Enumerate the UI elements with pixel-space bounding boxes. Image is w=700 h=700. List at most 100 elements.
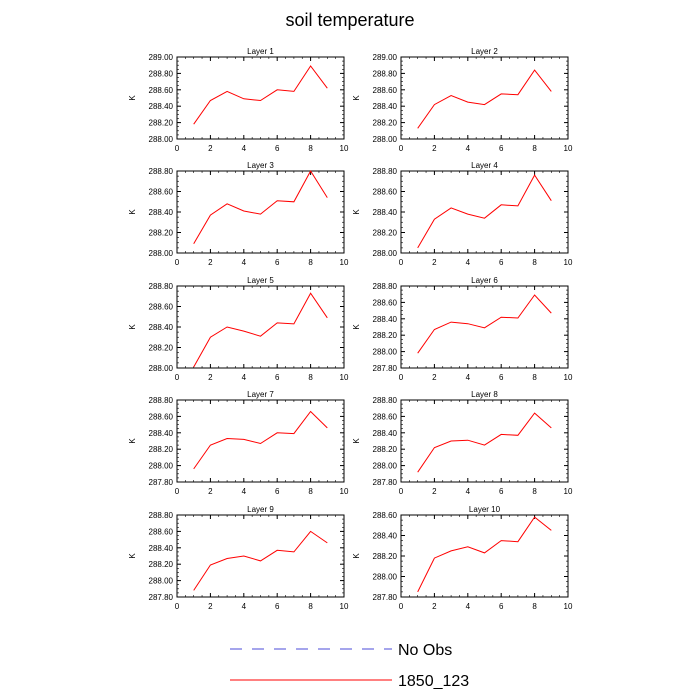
x-tick-label: 2 (432, 144, 437, 153)
y-tick-label: 288.40 (373, 315, 398, 324)
x-tick-label: 8 (308, 487, 313, 496)
y-tick-label: 288.20 (373, 552, 398, 561)
y-tick-label: 288.20 (149, 445, 174, 454)
y-tick-label: 288.00 (149, 135, 174, 144)
x-tick-label: 10 (340, 373, 349, 382)
y-tick-label: 288.20 (149, 229, 174, 238)
x-tick-label: 2 (432, 487, 437, 496)
x-tick-label: 0 (399, 144, 404, 153)
y-axis-label: K (128, 438, 137, 444)
y-tick-label: 288.80 (373, 282, 398, 291)
chart-panel-layer-6: Layer 6 K 0 2 4 6 8 10 287.80 288.00 288.20 288.40 2… (352, 276, 573, 382)
x-tick-label: 4 (466, 144, 471, 153)
panel-title: Layer 9 (247, 505, 274, 514)
y-tick-label: 288.20 (149, 119, 174, 128)
series-line-1850_123 (193, 530, 328, 591)
legend: No Obs 1850_123 (230, 642, 469, 690)
y-tick-label: 288.20 (149, 344, 174, 353)
x-tick-label: 2 (432, 602, 437, 611)
y-tick-label: 287.80 (373, 364, 398, 373)
y-tick-label: 288.20 (373, 331, 398, 340)
y-tick-label: 288.20 (149, 560, 174, 569)
y-tick-label: 288.40 (149, 208, 174, 217)
x-tick-label: 2 (208, 373, 213, 382)
y-tick-label: 288.40 (149, 544, 174, 553)
y-tick-label: 288.60 (149, 412, 174, 421)
panel-title: Layer 2 (471, 47, 498, 56)
figure-title: soil temperature (285, 10, 414, 30)
chart-panel-layer-7: Layer 7 K 0 2 4 6 8 10 287.80 288.00 288.20 288.40 2… (128, 390, 349, 496)
x-tick-label: 10 (564, 373, 573, 382)
x-tick-label: 6 (499, 487, 504, 496)
y-tick-label: 288.00 (149, 249, 174, 258)
y-tick-label: 288.00 (149, 462, 174, 471)
x-tick-label: 0 (175, 373, 180, 382)
y-tick-label: 288.20 (373, 119, 398, 128)
x-tick-label: 2 (432, 373, 437, 382)
x-tick-label: 2 (208, 602, 213, 611)
y-axis-label: K (128, 209, 137, 215)
x-tick-label: 4 (242, 487, 247, 496)
y-tick-label: 288.00 (373, 249, 398, 258)
series-line-1850_123 (193, 292, 328, 368)
y-tick-label: 288.00 (373, 573, 398, 582)
x-tick-label: 0 (399, 487, 404, 496)
y-axis-label: K (352, 209, 361, 215)
panel-title: Layer 3 (247, 161, 274, 170)
x-tick-label: 2 (208, 487, 213, 496)
y-tick-label: 288.00 (373, 348, 398, 357)
x-tick-label: 10 (564, 487, 573, 496)
x-tick-label: 6 (275, 487, 280, 496)
x-tick-label: 4 (242, 602, 247, 611)
y-tick-label: 288.60 (149, 188, 174, 197)
x-tick-label: 2 (208, 258, 213, 267)
y-tick-label: 288.60 (149, 86, 174, 95)
chart-panel-layer-5: Layer 5 K 0 2 4 6 8 10 288.00 288.20 288.40 288.60 2… (128, 276, 349, 382)
x-tick-label: 8 (308, 373, 313, 382)
y-tick-label: 288.80 (149, 69, 174, 78)
x-tick-label: 2 (208, 144, 213, 153)
x-tick-label: 0 (175, 258, 180, 267)
y-axis-label: K (352, 324, 361, 330)
y-tick-label: 288.60 (149, 303, 174, 312)
x-tick-label: 10 (340, 258, 349, 267)
y-tick-label: 288.00 (149, 364, 174, 373)
panel-title: Layer 1 (247, 47, 274, 56)
legend-label-1850-123: 1850_123 (398, 673, 469, 690)
panel-title: Layer 6 (471, 276, 498, 285)
x-tick-label: 8 (308, 602, 313, 611)
y-tick-label: 288.80 (149, 167, 174, 176)
x-tick-label: 10 (564, 258, 573, 267)
x-tick-label: 6 (499, 144, 504, 153)
x-tick-label: 4 (466, 487, 471, 496)
x-tick-label: 0 (399, 602, 404, 611)
panel-title: Layer 4 (471, 161, 498, 170)
x-tick-label: 8 (532, 602, 537, 611)
y-axis-label: K (128, 553, 137, 559)
series-line-1850_123 (417, 412, 552, 473)
panels-grid: Layer 1 K 0 2 4 6 8 10 288.00 288.20 288.40 288.60 2… (128, 47, 573, 611)
legend-label-no-obs: No Obs (398, 642, 452, 659)
chart-panel-layer-10: Layer 10 K 0 2 4 6 8 10 287.80 288.00 288.20 288.40… (352, 505, 573, 611)
chart-panel-layer-4: Layer 4 K 0 2 4 6 8 10 288.00 288.20 288.40 288.60 2… (352, 161, 573, 267)
y-tick-label: 288.40 (149, 323, 174, 332)
y-tick-label: 289.00 (149, 53, 174, 62)
y-tick-label: 288.80 (149, 511, 174, 520)
y-tick-label: 287.80 (373, 593, 398, 602)
y-tick-label: 288.80 (149, 396, 174, 405)
x-tick-label: 10 (340, 602, 349, 611)
panel-title: Layer 8 (471, 390, 498, 399)
y-tick-label: 288.00 (373, 135, 398, 144)
x-tick-label: 6 (499, 373, 504, 382)
x-tick-label: 0 (399, 373, 404, 382)
x-tick-label: 6 (275, 258, 280, 267)
x-tick-label: 0 (175, 144, 180, 153)
x-tick-label: 6 (499, 258, 504, 267)
y-tick-label: 288.80 (149, 282, 174, 291)
x-tick-label: 10 (564, 602, 573, 611)
x-tick-label: 8 (532, 373, 537, 382)
series-line-1850_123 (193, 410, 328, 470)
x-tick-label: 10 (340, 487, 349, 496)
